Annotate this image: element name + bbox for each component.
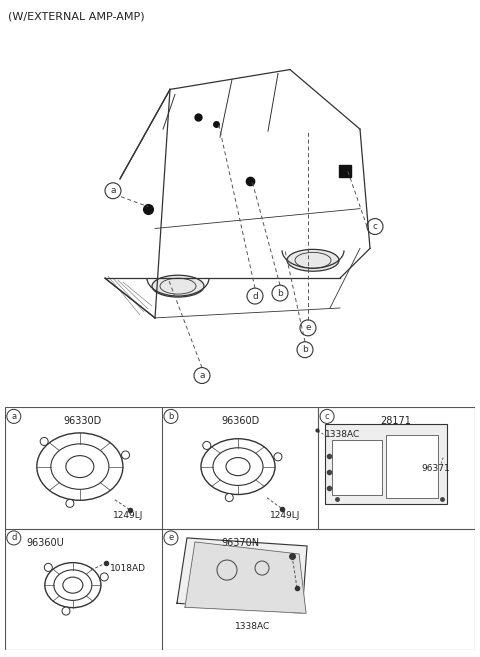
Circle shape [274, 453, 282, 461]
Ellipse shape [287, 250, 339, 271]
Text: b: b [168, 412, 174, 421]
Text: 1338AC: 1338AC [325, 430, 360, 440]
Text: c: c [325, 412, 329, 421]
Circle shape [225, 493, 233, 501]
Text: c: c [372, 222, 377, 231]
Text: 96371: 96371 [421, 464, 450, 472]
Text: 1018AD: 1018AD [110, 564, 146, 573]
FancyBboxPatch shape [325, 424, 447, 504]
Text: d: d [11, 533, 16, 543]
Circle shape [66, 499, 74, 507]
Text: 28171: 28171 [381, 417, 411, 426]
Text: 96360D: 96360D [221, 417, 259, 426]
Text: e: e [168, 533, 174, 543]
Text: b: b [302, 345, 308, 354]
Text: b: b [277, 288, 283, 298]
Text: 1249LJ: 1249LJ [270, 510, 300, 520]
FancyBboxPatch shape [386, 436, 438, 498]
Text: a: a [199, 371, 205, 380]
Text: 96370N: 96370N [221, 538, 259, 548]
Polygon shape [177, 538, 307, 613]
Circle shape [44, 563, 52, 572]
Text: a: a [11, 412, 16, 421]
FancyBboxPatch shape [332, 440, 382, 495]
Polygon shape [185, 542, 306, 613]
Text: 1249LJ: 1249LJ [113, 510, 143, 520]
Text: d: d [252, 292, 258, 300]
Circle shape [100, 573, 108, 581]
Circle shape [62, 607, 70, 615]
Text: 96330D: 96330D [64, 417, 102, 426]
Text: 1338AC: 1338AC [235, 622, 271, 631]
Circle shape [203, 442, 211, 449]
Circle shape [121, 451, 130, 459]
Circle shape [40, 438, 48, 445]
Text: a: a [110, 186, 116, 195]
Text: e: e [305, 323, 311, 332]
Ellipse shape [152, 275, 204, 297]
Text: (W/EXTERNAL AMP-AMP): (W/EXTERNAL AMP-AMP) [8, 12, 144, 22]
Text: 96360U: 96360U [27, 538, 65, 548]
